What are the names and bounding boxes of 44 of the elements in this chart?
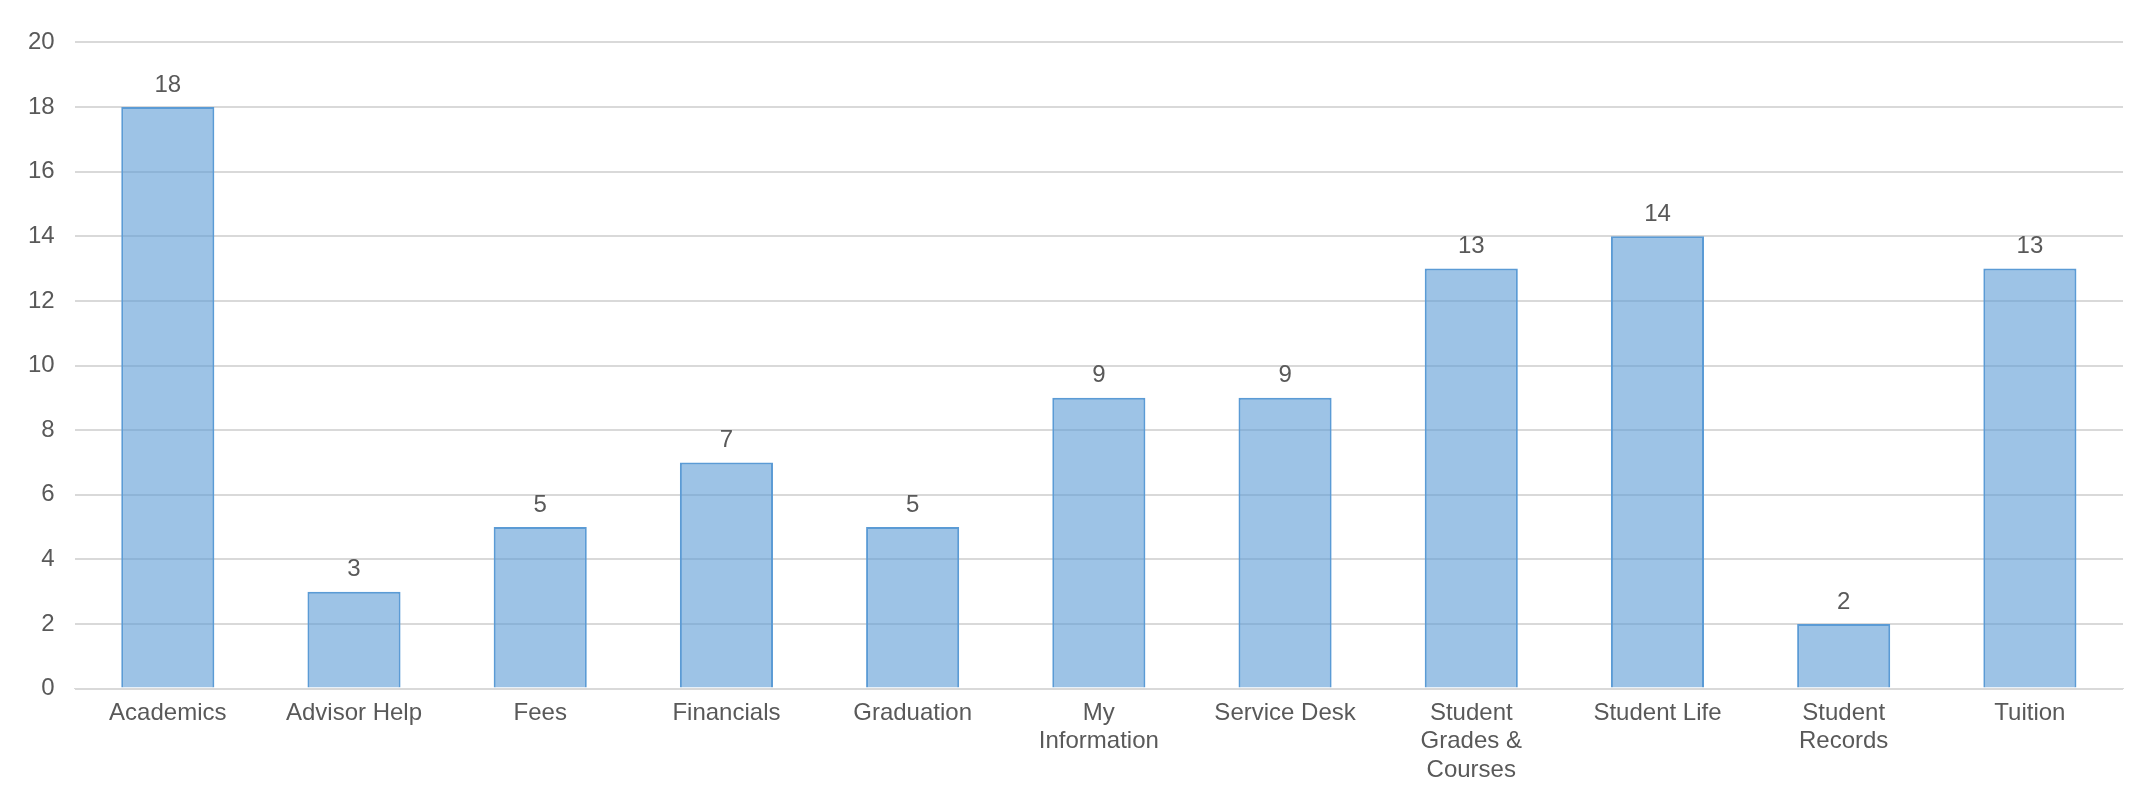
bar — [1983, 268, 2077, 688]
data-label: 5 — [905, 489, 920, 517]
x-tick-label: Tuition — [1994, 697, 2066, 725]
data-label: 13 — [2016, 231, 2044, 259]
bar — [1610, 236, 1705, 688]
x-tick-label: Academics — [109, 697, 227, 725]
bar — [866, 527, 960, 688]
bar — [493, 527, 587, 688]
bar — [679, 462, 773, 688]
data-label: 18 — [154, 69, 182, 97]
bar — [1424, 268, 1518, 688]
x-tick-label: Service Desk — [1214, 697, 1357, 725]
data-label: 9 — [1092, 360, 1106, 388]
y-tick-label: 0 — [41, 673, 55, 701]
data-label: 3 — [347, 554, 361, 582]
x-tick-label: Student Records — [1799, 697, 1889, 754]
bar — [1797, 623, 1891, 688]
y-tick-label: 16 — [27, 156, 55, 184]
bar — [1238, 397, 1332, 688]
x-tick-label: My Information — [1038, 697, 1159, 754]
y-tick-label: 10 — [27, 350, 55, 378]
data-label: 5 — [533, 489, 547, 517]
x-tick-label: Student Life — [1593, 697, 1722, 725]
bar — [121, 107, 215, 688]
data-label: 13 — [1457, 231, 1485, 259]
data-label: 2 — [1837, 586, 1851, 614]
data-label: 9 — [1278, 360, 1292, 388]
x-tick-label: Financials — [672, 697, 781, 725]
bar — [1052, 397, 1146, 688]
y-tick-label: 18 — [27, 91, 55, 119]
y-tick-label: 14 — [27, 220, 55, 248]
y-tick-label: 12 — [27, 285, 55, 313]
x-tick-label: Fees — [513, 697, 567, 725]
y-tick-label: 2 — [41, 608, 55, 636]
data-label: 7 — [719, 425, 734, 453]
y-tick-label: 6 — [41, 479, 55, 507]
x-tick-label: Advisor Help — [285, 697, 423, 725]
data-label: 14 — [1644, 198, 1671, 226]
x-tick-label: Graduation — [853, 697, 973, 725]
bar — [307, 591, 401, 688]
y-tick-label: 4 — [41, 543, 55, 571]
y-tick-label: 20 — [27, 27, 55, 55]
x-tick-label: Student Grades & Courses — [1420, 697, 1522, 783]
y-tick-label: 8 — [41, 414, 55, 442]
